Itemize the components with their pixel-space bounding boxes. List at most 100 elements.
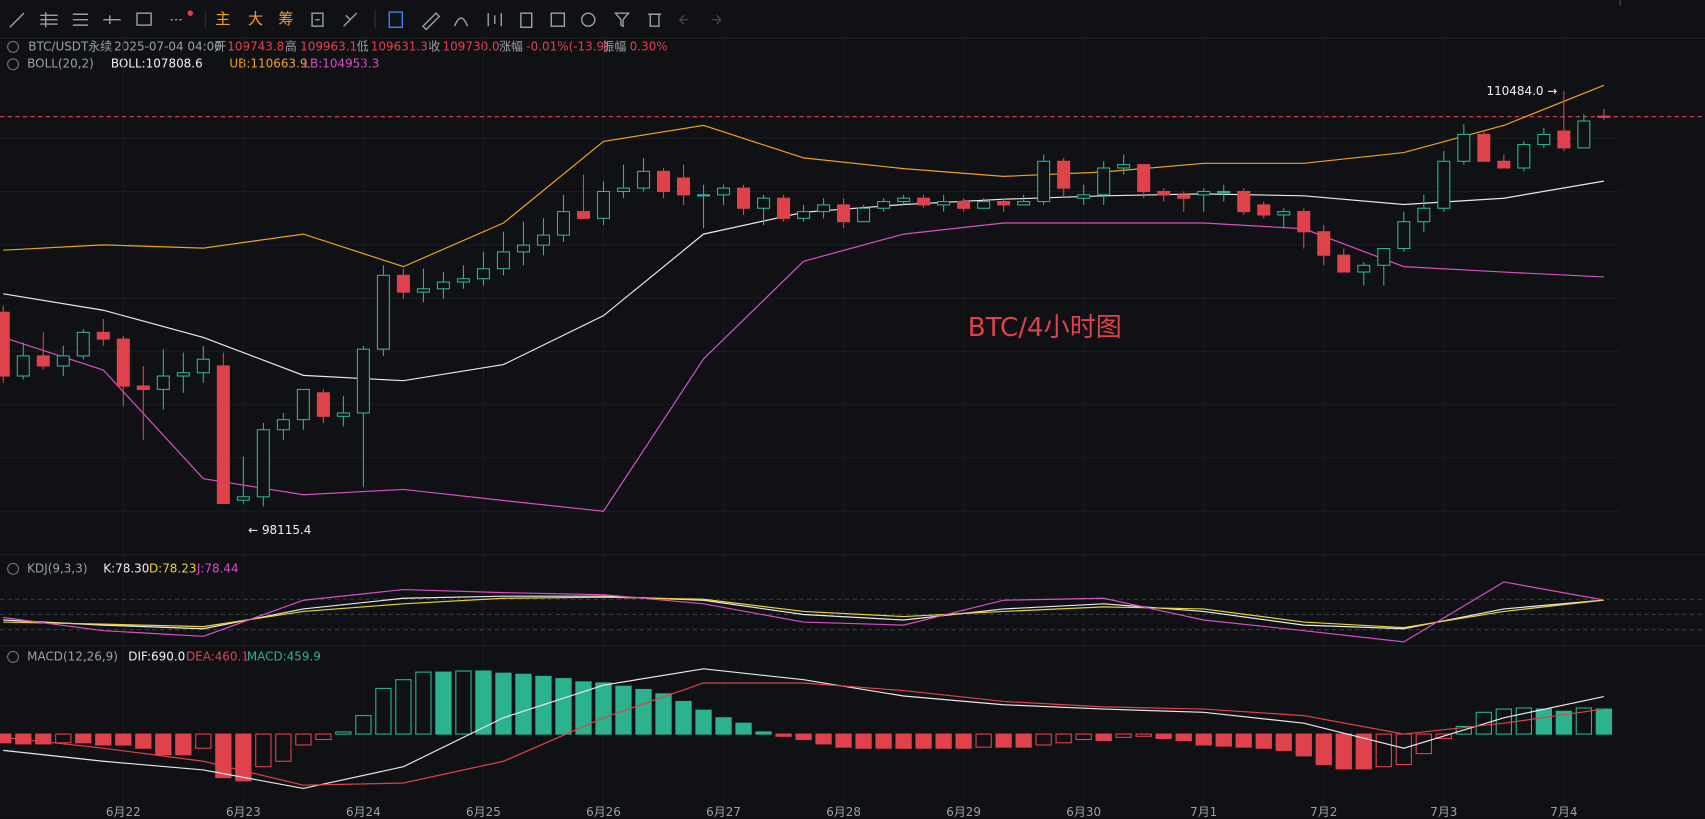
tool-filter[interactable] — [613, 12, 631, 28]
tool-delete[interactable] — [648, 13, 662, 27]
legend-label: 开 — [214, 39, 226, 53]
indicator-value: LB:104953.3 — [303, 57, 379, 71]
macd-bar — [1475, 711, 1492, 735]
kdj-line — [3, 595, 1604, 630]
tool-brush[interactable] — [453, 17, 469, 27]
toolbar-icons[interactable] — [9, 10, 722, 31]
macd-bar — [1135, 733, 1152, 737]
candle-body — [1377, 247, 1391, 266]
legend-value: 0.30% — [630, 39, 668, 53]
macd-line — [3, 668, 1604, 790]
indicator-value: UB:110663.9 — [229, 57, 307, 71]
macd-bar — [1315, 733, 1332, 766]
candle-body — [416, 288, 430, 293]
tool-replay[interactable] — [311, 12, 324, 27]
candle-body — [1257, 204, 1271, 216]
macd-bar — [115, 733, 132, 746]
tool-note[interactable] — [550, 12, 566, 27]
tool-line[interactable] — [9, 12, 25, 28]
candle-body — [536, 234, 550, 246]
tool-redo[interactable] — [712, 14, 722, 25]
macd-bar — [1235, 733, 1252, 748]
macd-bar — [1495, 708, 1512, 735]
legend-value: -0.01%(-13.9) — [526, 39, 609, 53]
tool-fib[interactable] — [581, 12, 596, 27]
tool-parallel[interactable] — [72, 13, 89, 26]
indicator-value: DEA:460.1 — [186, 649, 249, 663]
macd-bar — [575, 681, 592, 735]
macd-bar — [1155, 733, 1172, 739]
macd-bar — [1035, 733, 1052, 746]
toolbar-separator — [204, 10, 376, 29]
candle-body — [356, 348, 370, 414]
macd-bar — [175, 733, 192, 756]
macd-bar — [255, 733, 272, 768]
candle-body — [1197, 190, 1211, 196]
macd-bar — [515, 673, 532, 735]
candle-body — [1137, 164, 1151, 193]
candle-body — [697, 194, 711, 197]
x-tick-label: 6月27 — [706, 805, 741, 819]
tool-measure[interactable] — [343, 12, 358, 27]
x-tick-label: 6月30 — [1066, 805, 1101, 819]
tool-hlines[interactable] — [40, 12, 58, 28]
toolbar-button[interactable]: 主 — [215, 10, 230, 28]
boll-line — [3, 222, 1604, 512]
notify-dot — [187, 10, 194, 16]
macd-bar — [1395, 733, 1412, 766]
x-tick-label: 6月28 — [826, 805, 861, 819]
macd-bar — [55, 733, 72, 744]
macd-bar — [1095, 733, 1112, 742]
macd-bar — [1175, 733, 1192, 742]
tool-undo[interactable] — [679, 14, 689, 25]
macd-bar — [615, 685, 632, 735]
macd-bar — [335, 731, 352, 735]
macd-bar — [195, 733, 212, 749]
legend-value: 109730.0 — [443, 39, 500, 53]
macd-bar — [1215, 733, 1232, 747]
macd-bar — [1375, 733, 1392, 768]
tool-ray[interactable] — [103, 15, 121, 25]
candle-body — [216, 365, 230, 505]
x-tick-label: 6月24 — [346, 805, 381, 819]
macd-bar — [1335, 733, 1352, 770]
legend-label: 振幅 — [602, 38, 626, 53]
tool-candles[interactable] — [487, 13, 502, 27]
candle-body — [476, 268, 490, 280]
candle-body — [1417, 207, 1431, 223]
macd-bar — [955, 733, 972, 749]
candle-body — [1077, 194, 1091, 199]
x-tick-label: 7月4 — [1550, 805, 1577, 819]
toolbar-button[interactable]: 筹 — [278, 10, 293, 28]
tool-ruler[interactable] — [421, 12, 441, 31]
tool-rect[interactable] — [136, 12, 152, 26]
candle-body — [96, 331, 110, 340]
candle-body — [456, 278, 470, 283]
candle-body — [997, 201, 1011, 206]
macd-bar — [435, 671, 452, 735]
x-tick-label: 6月22 — [106, 805, 141, 819]
macd-bar — [215, 733, 232, 779]
candle-body — [1277, 211, 1291, 216]
macd-bar — [995, 733, 1012, 748]
candle-body — [496, 251, 510, 270]
toolbar-button[interactable]: 大 — [248, 10, 263, 28]
candle-body — [757, 197, 771, 209]
macd-bar — [1075, 733, 1092, 741]
tool-lock[interactable] — [520, 12, 533, 28]
macd-bar — [235, 733, 252, 782]
x-tick-label: 6月25 — [466, 805, 501, 819]
low-label: ← 98115.4 — [248, 523, 311, 537]
candle-body — [1037, 160, 1051, 203]
candle-body — [196, 358, 210, 374]
indicator-value: DIF:690.0 — [128, 649, 185, 663]
macd-bar — [375, 687, 392, 735]
candle-body — [837, 204, 851, 223]
tool-magnet[interactable] — [388, 11, 404, 28]
macd-bar — [695, 709, 712, 735]
macd-bar — [1115, 733, 1132, 738]
candle-body — [576, 211, 591, 219]
macd-bar — [655, 693, 672, 735]
x-tick-label: 7月3 — [1430, 805, 1457, 819]
